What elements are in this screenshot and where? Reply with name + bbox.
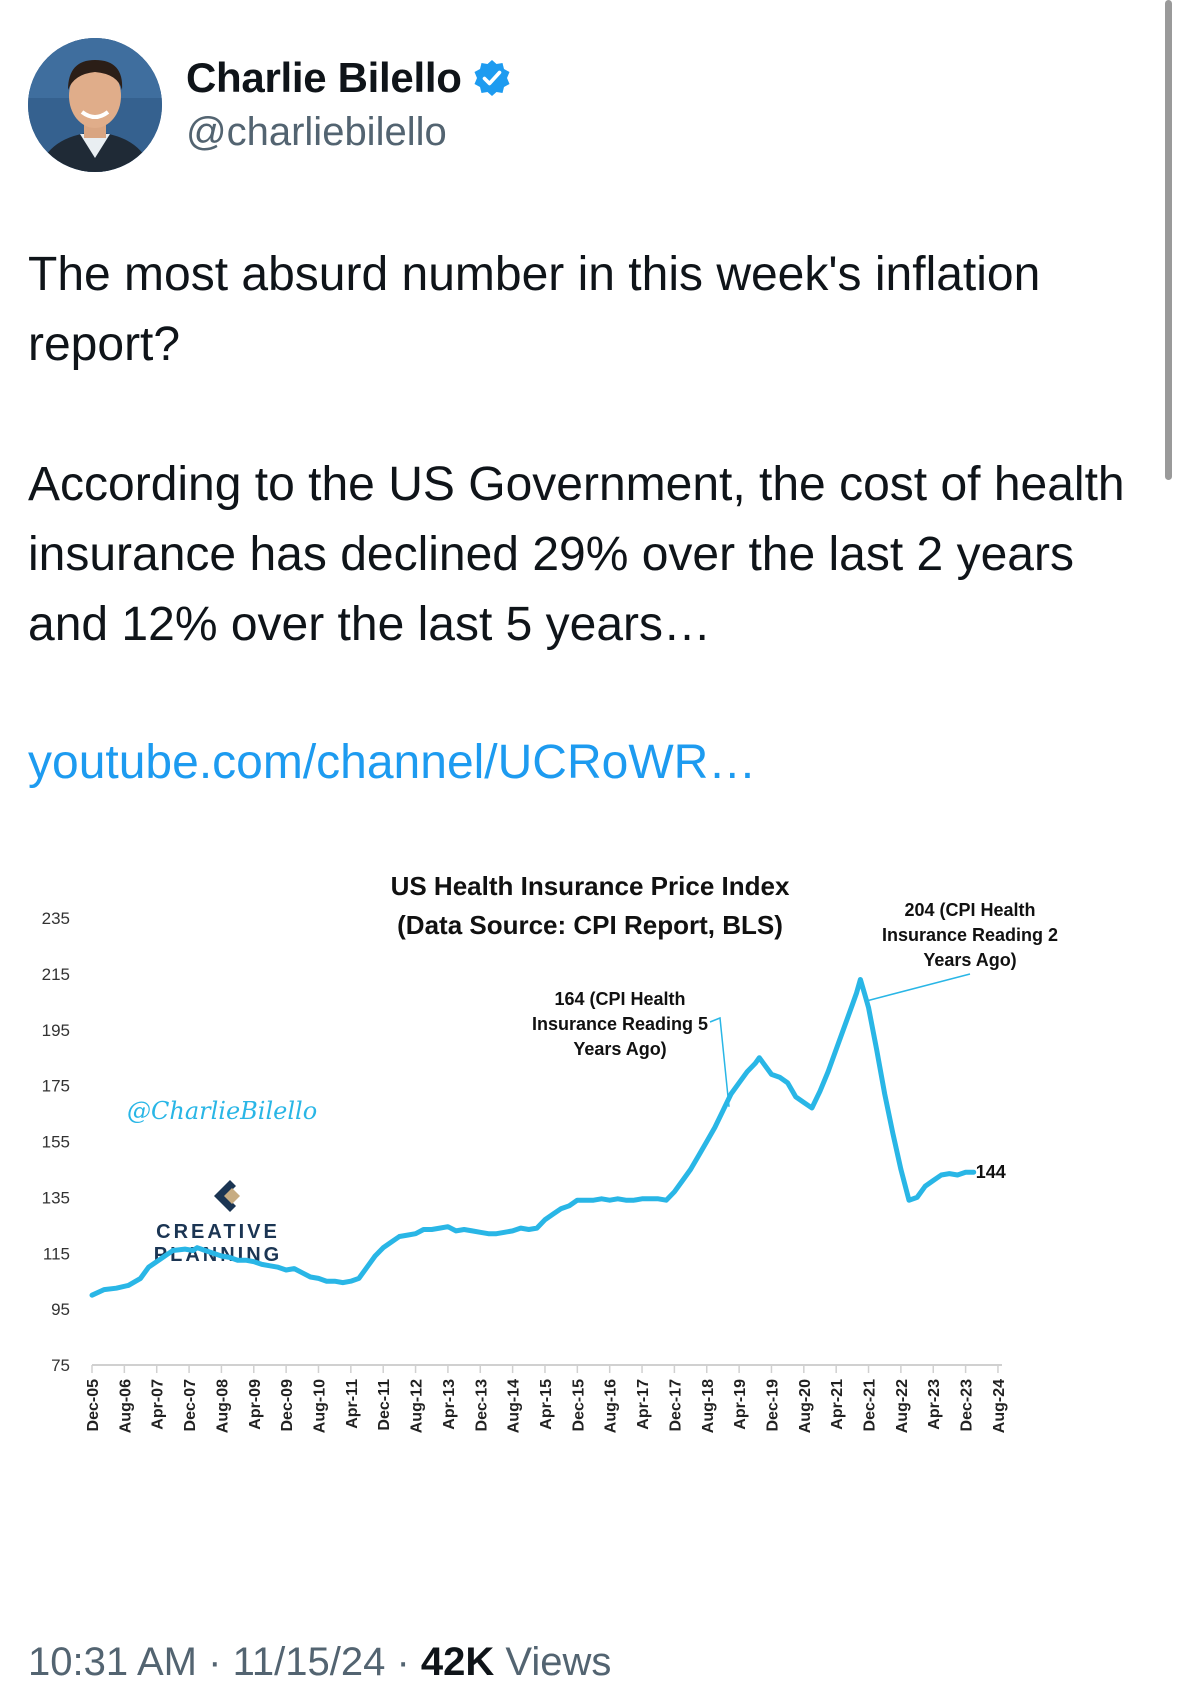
annotation-leader-5y <box>709 1016 730 1107</box>
y-tick-label: 135 <box>42 1188 70 1207</box>
tweet-time[interactable]: 10:31 AM <box>28 1640 198 1684</box>
chart-subtitle: (Data Source: CPI Report, BLS) <box>397 910 783 940</box>
x-tick-label: Apr-07 <box>150 1379 167 1430</box>
y-tick-label: 155 <box>42 1133 70 1152</box>
y-tick-label: 175 <box>42 1077 70 1096</box>
x-tick-label: Aug-24 <box>991 1379 1008 1433</box>
x-tick-label: Apr-21 <box>829 1379 846 1430</box>
tweet-link[interactable]: youtube.com/channel/UCRoWR… <box>28 736 757 789</box>
x-tick-label: Dec-19 <box>764 1379 781 1432</box>
x-tick-label: Apr-15 <box>538 1379 555 1430</box>
annotation-latest-value: 144 <box>976 1162 1006 1182</box>
annotation-5y-text: Years Ago) <box>573 1039 666 1059</box>
tweet-text: The most absurd number in this week's in… <box>28 240 1158 660</box>
logo-text-line1: CREATIVE <box>156 1221 280 1243</box>
y-tick-label: 235 <box>42 909 70 928</box>
verified-badge-icon <box>474 60 510 96</box>
footer-separator-2: · <box>396 1640 410 1684</box>
x-tick-label: Aug-06 <box>117 1379 134 1433</box>
x-tick-label: Dec-17 <box>667 1379 684 1432</box>
author-handle[interactable]: @charliebilello <box>186 110 447 154</box>
x-tick-label: Aug-08 <box>214 1379 231 1433</box>
y-tick-label: 195 <box>42 1021 70 1040</box>
health-insurance-chart: US Health Insurance Price Index (Data So… <box>42 871 1058 1433</box>
x-tick-label: Dec-23 <box>959 1379 976 1432</box>
x-tick-label: Apr-09 <box>247 1379 264 1430</box>
x-tick-label: Aug-16 <box>603 1379 620 1433</box>
annotation-5y-text: Insurance Reading 5 <box>532 1014 708 1034</box>
author-name[interactable]: Charlie Bilello <box>186 54 462 101</box>
avatar[interactable] <box>28 38 162 172</box>
x-tick-label: Dec-11 <box>376 1379 393 1431</box>
x-tick-label: Aug-10 <box>311 1379 328 1433</box>
y-tick-label: 215 <box>42 965 70 984</box>
x-tick-label: Aug-14 <box>506 1379 523 1433</box>
views-count: 42K <box>420 1640 495 1684</box>
chart-title: US Health Insurance Price Index <box>391 871 790 901</box>
x-tick-label: Apr-13 <box>441 1379 458 1430</box>
tweet-footer: 10:31 AM · 11/15/24 · 42K Views <box>28 1640 611 1685</box>
views-label: Views <box>505 1640 612 1684</box>
annotation-2y-text: 204 (CPI Health <box>904 900 1035 920</box>
x-tick-label: Dec-09 <box>279 1379 296 1432</box>
x-tick-label: Dec-07 <box>182 1379 199 1432</box>
footer-separator-1: · <box>208 1640 222 1684</box>
tweet-paragraph-1: The most absurd number in this week's in… <box>28 248 1041 371</box>
x-tick-label: Dec-15 <box>570 1379 587 1432</box>
scrollbar[interactable] <box>1165 0 1172 480</box>
tweet-date[interactable]: 11/15/24 <box>232 1640 386 1684</box>
x-tick-label: Aug-22 <box>894 1379 911 1433</box>
y-tick-label: 115 <box>43 1244 70 1263</box>
x-tick-label: Apr-23 <box>926 1379 943 1430</box>
chart-watermark: @CharlieBilello <box>127 1097 317 1125</box>
annotation-2y-text: Years Ago) <box>923 950 1016 970</box>
x-tick-label: Aug-12 <box>409 1379 426 1433</box>
annotation-leader-2y <box>864 973 971 1003</box>
x-tick-label: Apr-17 <box>635 1379 652 1430</box>
x-tick-label: Dec-05 <box>85 1379 102 1432</box>
y-tick-label: 95 <box>51 1300 70 1319</box>
annotation-5y-text: 164 (CPI Health <box>554 989 685 1009</box>
x-tick-label: Apr-19 <box>732 1379 749 1430</box>
x-tick-label: Aug-20 <box>797 1379 814 1433</box>
series-line <box>89 977 977 1298</box>
x-tick-label: Dec-13 <box>473 1379 490 1432</box>
tweet-paragraph-2: According to the US Government, the cost… <box>28 458 1125 651</box>
chart-image[interactable]: US Health Insurance Price Index (Data So… <box>0 860 1179 1580</box>
annotation-2y-text: Insurance Reading 2 <box>882 925 1058 945</box>
x-tick-label: Apr-11 <box>344 1379 361 1429</box>
x-tick-label: Dec-21 <box>862 1379 879 1432</box>
name-row: Charlie Bilello <box>186 54 512 102</box>
tweet-header: Charlie Bilello @charliebilello <box>28 38 928 173</box>
x-tick-label: Aug-18 <box>700 1379 717 1433</box>
y-tick-label: 75 <box>51 1356 70 1375</box>
